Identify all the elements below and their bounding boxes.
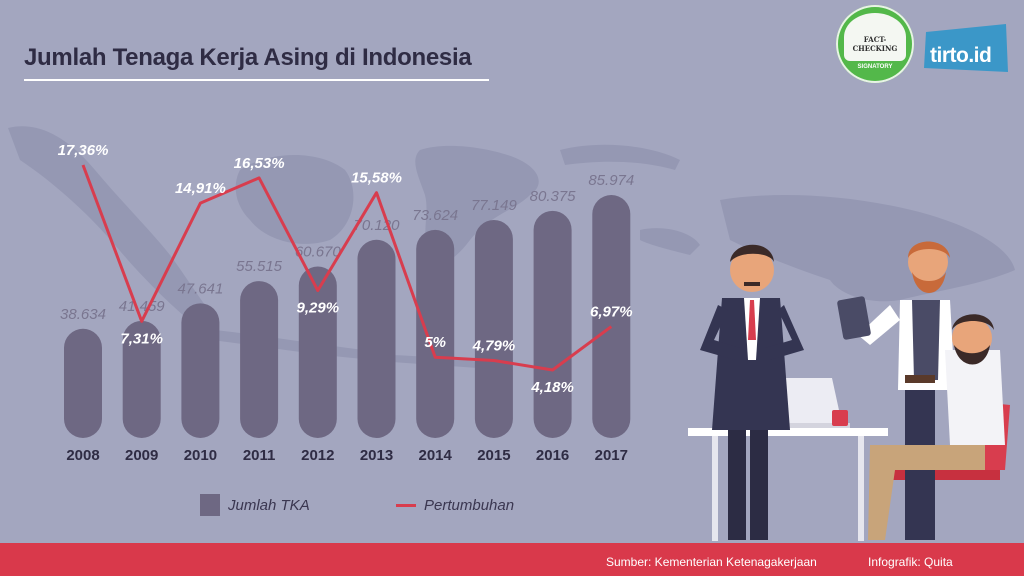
bar-2009 [122,320,161,438]
chair-seat [888,470,1000,480]
x-label-2016: 2016 [536,447,569,464]
bar-label-2010: 47.641 [177,280,223,297]
bar-2015 [474,219,513,438]
desk-leg-right [858,436,864,541]
growth-label-2016: 4,18% [530,379,574,396]
bar-label-2009: 41.459 [119,298,166,315]
badge-subtitle: SIGNATORY [857,64,893,70]
x-label-2015: 2015 [477,447,510,464]
badge-inner [844,13,906,61]
mug [832,410,848,426]
title-underline [24,79,489,81]
laptop-base [770,423,850,428]
brand-logo: tirto.id [930,44,992,67]
bar-label-2017: 85.974 [588,172,634,189]
x-label-2009: 2009 [125,447,158,464]
x-label-2010: 2010 [184,447,217,464]
page-title: Jumlah Tenaga Kerja Asing di Indonesia [24,44,472,71]
bar-2012 [298,266,337,438]
bar-label-2016: 80.375 [530,188,577,205]
growth-label-2012: 9,29% [297,300,340,317]
bar-2017 [592,195,631,438]
growth-label-2008: 17,36% [58,142,109,159]
bar-2008 [64,328,102,438]
x-label-2013: 2013 [360,447,393,464]
bar-2013 [357,239,396,438]
seated-man [868,314,1005,540]
growth-label-2010: 14,91% [175,180,226,197]
growth-line [81,164,613,372]
growth-label-2011: 16,53% [234,155,285,172]
growth-label-2017: 6,97% [590,304,633,321]
bar-2016 [533,210,572,438]
badge-title: FACT-CHECKING [852,35,898,53]
growth-label-2014: 5% [424,334,446,351]
bar-2011 [240,281,279,438]
footer-bar [0,543,1024,576]
tirto-logo-shape [924,24,1008,72]
growth-label-2013: 15,58% [351,170,402,187]
bar-value-labels: 38.634 41.45947.64155.51560.67070.12073.6… [60,172,634,323]
man-in-suit [700,244,804,540]
desk-leg-left [712,436,718,541]
bar-series [64,195,631,438]
growth-label-2015: 4,79% [472,338,516,355]
bar-label-2015: 77.149 [471,197,518,214]
fact-checking-badge: FACT-CHECKING SIGNATORY [836,5,914,83]
bar-label-2011: 55.515 [236,258,283,275]
x-axis-labels: 2008 2009 2010 2011 2012 2013 2014 2015 2016 2017 [66,447,628,464]
legend-swatch-bar [200,494,220,516]
legend-item-line: Pertumbuhan [396,494,514,516]
bar-label-2012: 60.670 [295,244,342,261]
legend-label-bars: Jumlah TKA [228,496,310,514]
bar-label-2014: 73.624 [412,207,458,224]
x-label-2008: 2008 [66,447,99,464]
legend-item-bars: Jumlah TKA [200,494,310,516]
x-label-2012: 2012 [301,447,334,464]
laptop-screen [778,378,842,424]
x-label-2017: 2017 [595,447,628,464]
desk-top [688,428,888,436]
bar-2014 [416,229,455,438]
growth-value-labels: 17,36% 7,31% 14,91% 16,53% 9,29% 15,58% 5% 4,79… [58,142,633,396]
man-with-tablet [837,241,955,540]
x-label-2011: 2011 [243,447,276,464]
source-text: Sumber: Kementerian Ketenagakerjaan [606,555,817,569]
legend-swatch-line [396,503,416,507]
x-label-2014: 2014 [419,447,453,464]
credit-text: Infografik: Quita [868,555,953,569]
bar-label-2008: 38.634 [60,306,106,323]
bar-2010 [181,303,220,438]
growth-label-2009: 7,31% [120,330,163,347]
legend-label-line: Pertumbuhan [424,496,515,514]
